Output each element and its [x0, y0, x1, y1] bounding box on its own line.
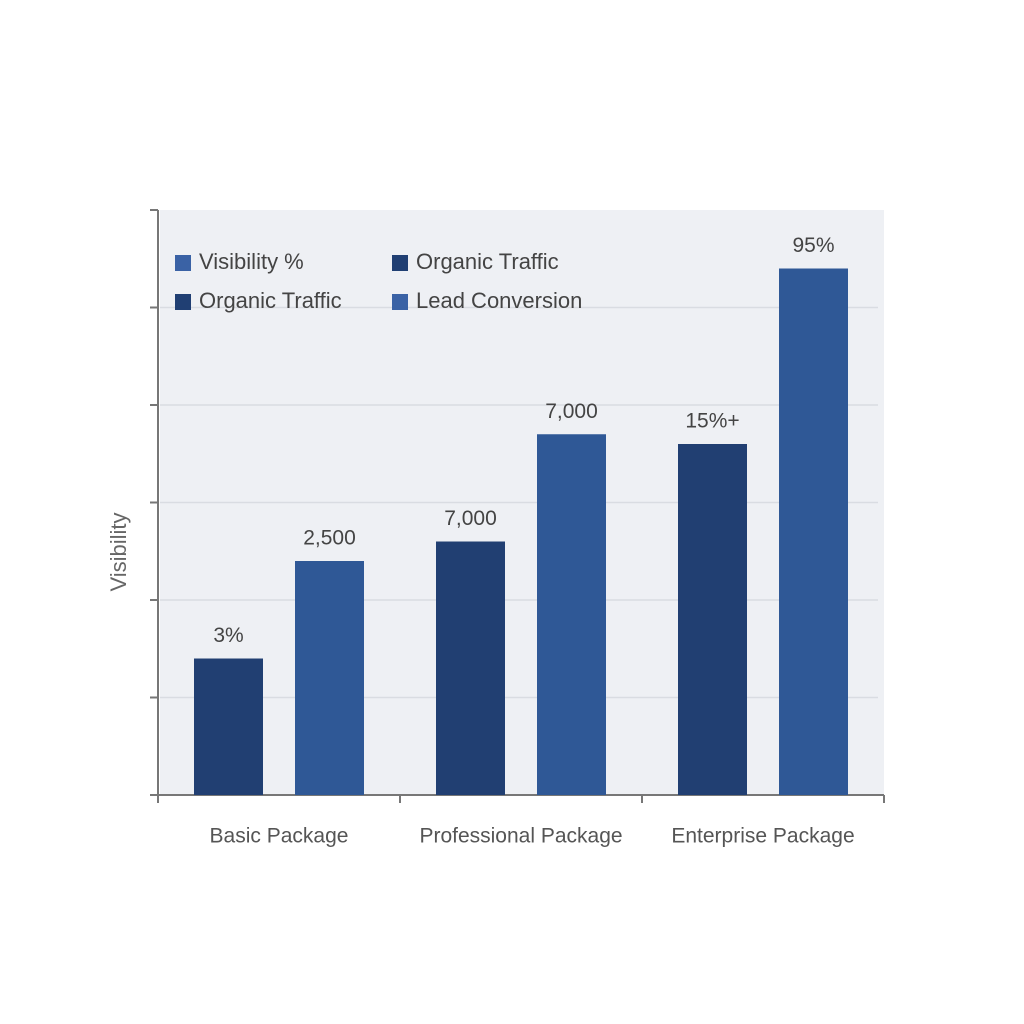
- x-tick-label: Enterprise Package: [671, 825, 854, 848]
- y-axis-label: Visibility: [106, 512, 131, 591]
- legend-label: Lead Conversion: [416, 288, 582, 313]
- bar-annotation: 7,000: [545, 400, 598, 423]
- bar-annotation: 15%+: [685, 410, 739, 433]
- legend-swatch: [392, 294, 408, 310]
- x-tick-label: Professional Package: [419, 825, 622, 848]
- bar-annotation: 2,500: [303, 527, 356, 550]
- legend-swatch: [175, 255, 191, 271]
- bar-annotation: 3%: [213, 624, 243, 647]
- bar: [779, 268, 848, 795]
- bar: [537, 434, 606, 795]
- legend-swatch: [392, 255, 408, 271]
- bar-annotation: 95%: [792, 234, 834, 257]
- bar: [436, 541, 505, 795]
- bar-annotation: 7,000: [444, 507, 497, 530]
- bar: [678, 444, 747, 795]
- x-tick-label: Basic Package: [210, 825, 349, 848]
- legend-label: Visibility %: [199, 249, 304, 274]
- legend-swatch: [175, 294, 191, 310]
- bar: [194, 658, 263, 795]
- bar: [295, 561, 364, 795]
- legend-label: Organic Traffic: [416, 249, 559, 274]
- legend-label: Organic Traffic: [199, 288, 342, 313]
